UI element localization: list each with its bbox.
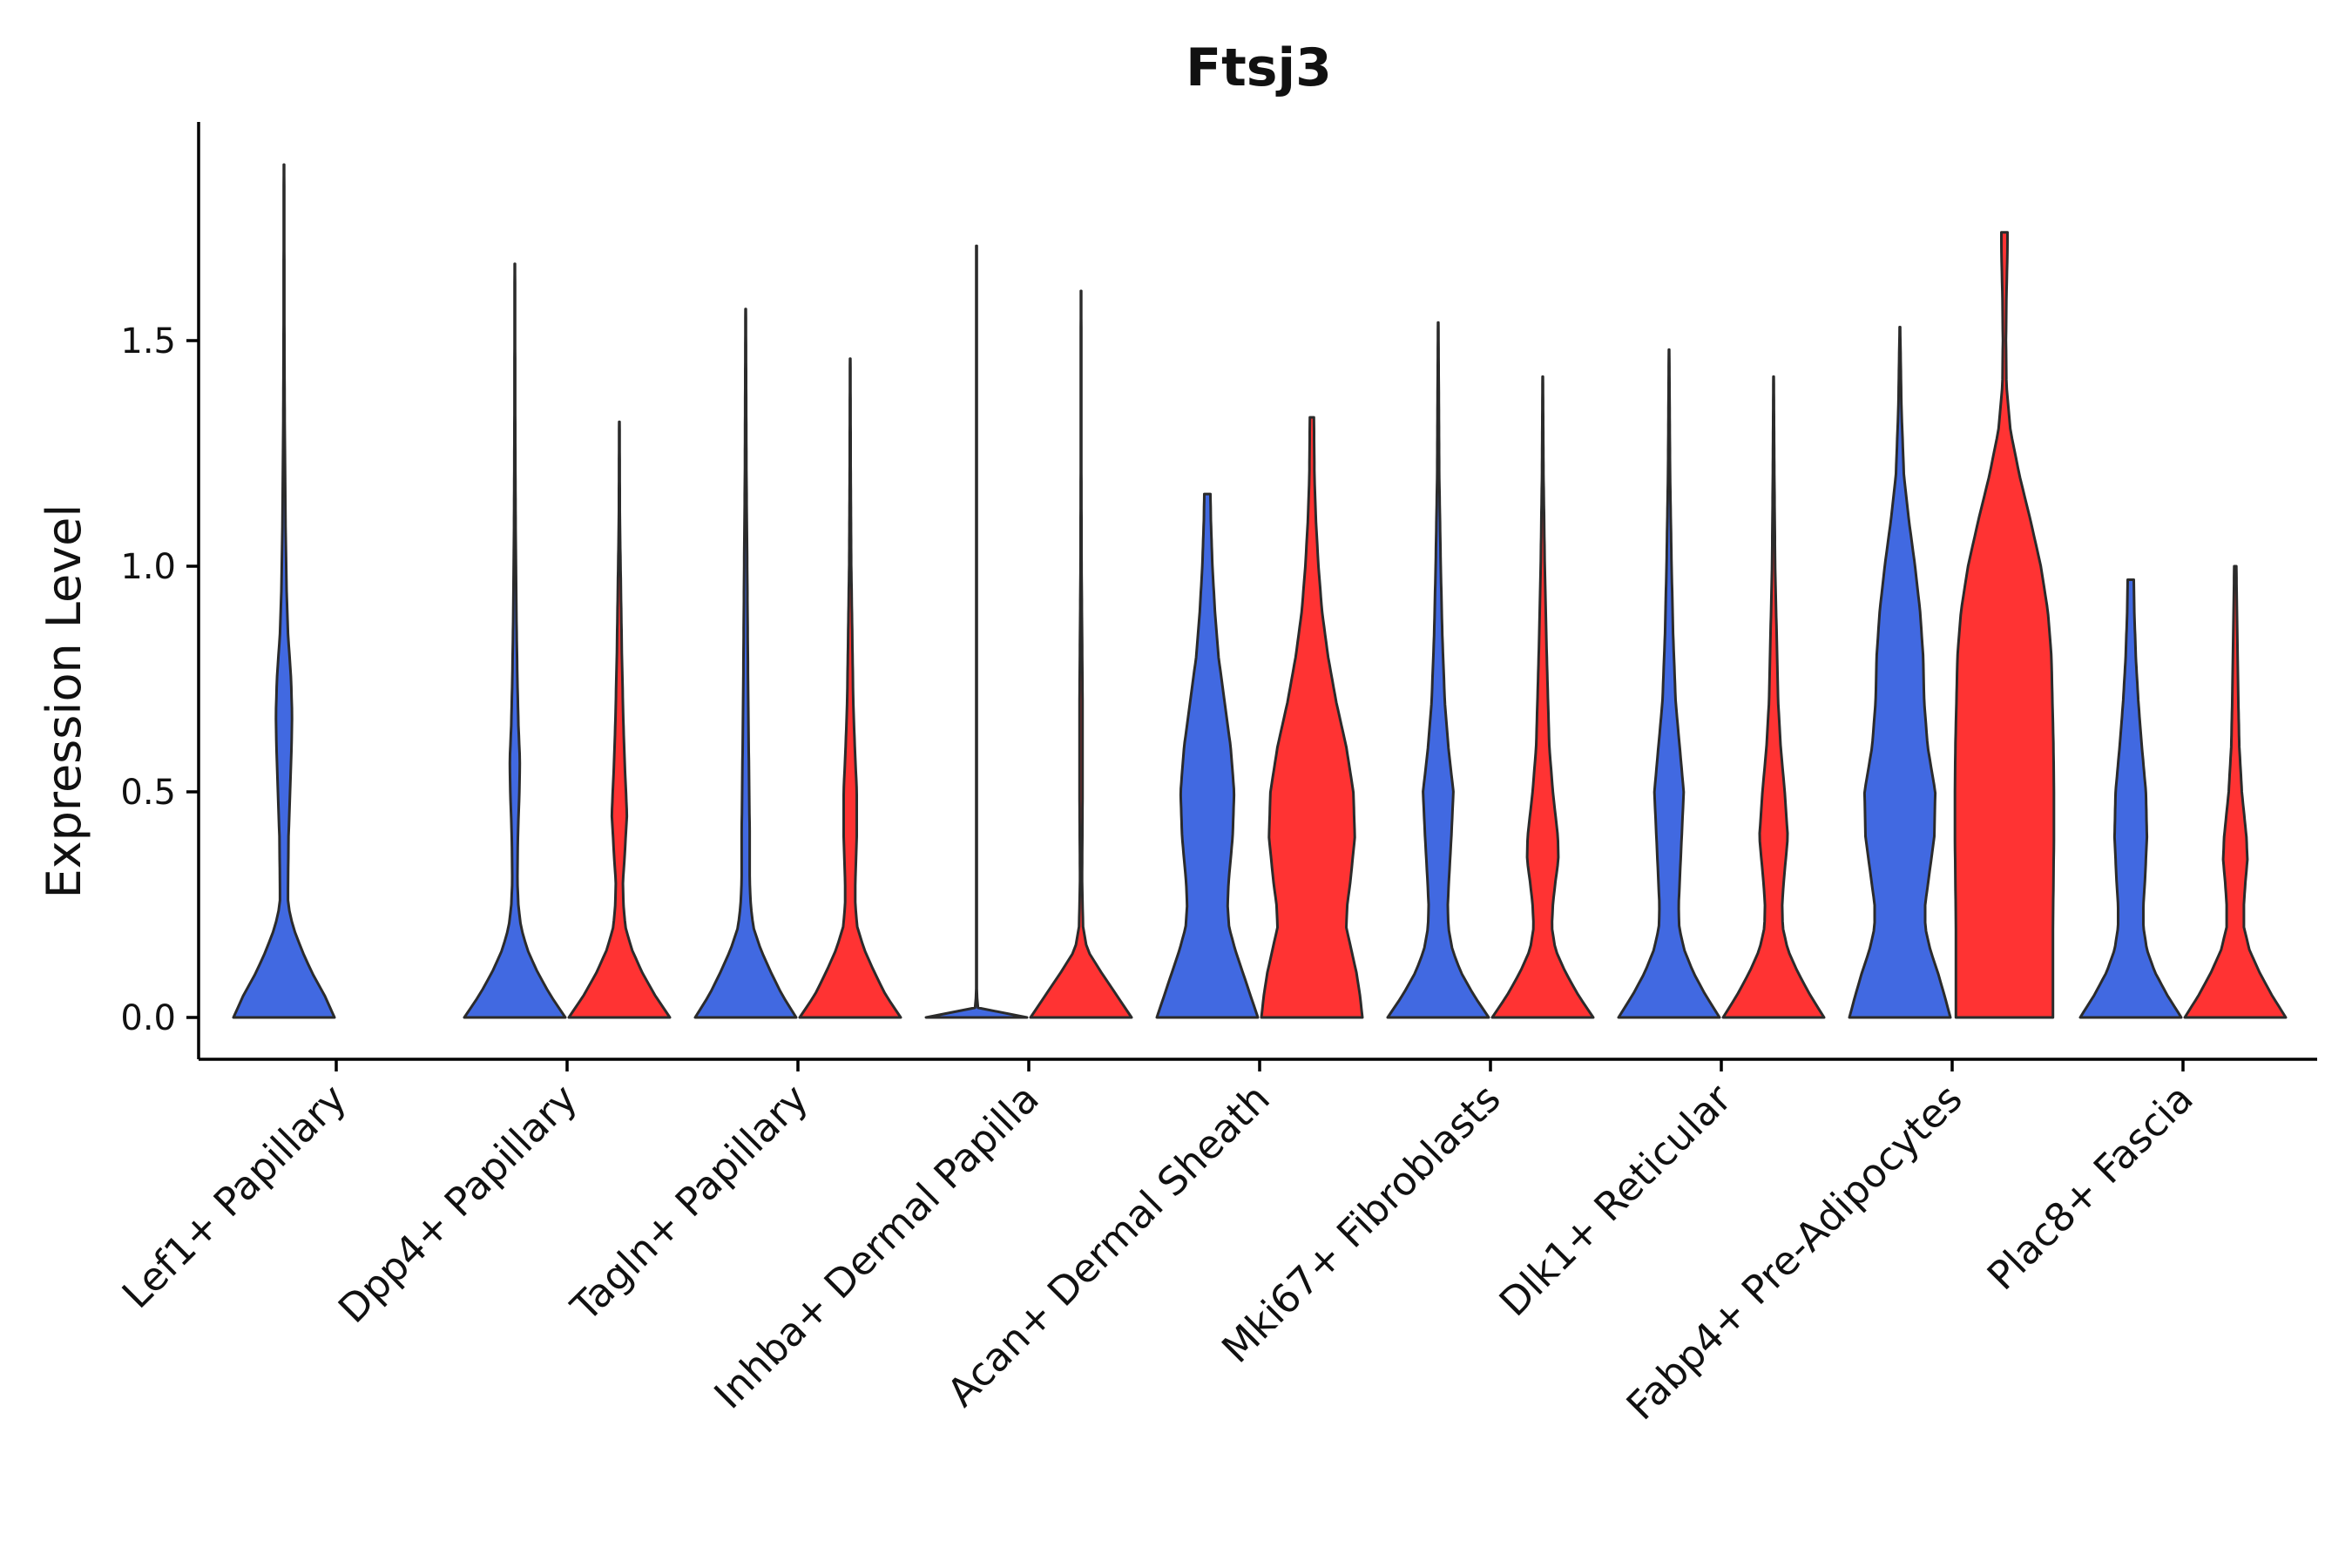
violin-blue-1	[463, 262, 567, 1019]
y-tick-label: 0.5	[120, 773, 176, 813]
y-axis-label: Expression Level	[37, 504, 91, 899]
x-tick-label: Tagln+ Papillary	[562, 1075, 817, 1330]
violin-red-3	[1029, 289, 1133, 1019]
x-tick-label: Plac8+ Fascia	[1978, 1075, 2202, 1299]
violin-red-8	[2183, 564, 2288, 1019]
x-tick-label: Dpp4+ Papillary	[329, 1075, 586, 1332]
violin-blue-8	[2078, 578, 2183, 1019]
violin-blue-7	[1848, 326, 1952, 1019]
chart-title: Ftsj3	[1186, 37, 1332, 98]
x-tick-label: Dlk1+ Reticular	[1490, 1075, 1740, 1325]
violin-blue-5	[1386, 321, 1490, 1019]
violin-red-5	[1490, 375, 1595, 1019]
violin-red-7	[1953, 231, 2056, 1019]
y-tick-label: 1.0	[120, 547, 176, 587]
violin-blue-3	[924, 244, 1029, 1019]
violin-red-2	[798, 357, 902, 1019]
violin-red-6	[1721, 375, 1826, 1019]
y-tick-label: 1.5	[120, 321, 176, 362]
violin-red-4	[1260, 416, 1364, 1019]
violin-blue-2	[693, 308, 798, 1019]
x-tick-label: Lef1+ Papillary	[113, 1075, 355, 1317]
violins	[232, 163, 2288, 1019]
y-tick-label: 0.0	[120, 998, 176, 1038]
violin-blue-0	[232, 163, 336, 1019]
violin-blue-6	[1617, 348, 1721, 1019]
violin-red-1	[567, 420, 672, 1019]
violin-blue-4	[1155, 492, 1260, 1019]
